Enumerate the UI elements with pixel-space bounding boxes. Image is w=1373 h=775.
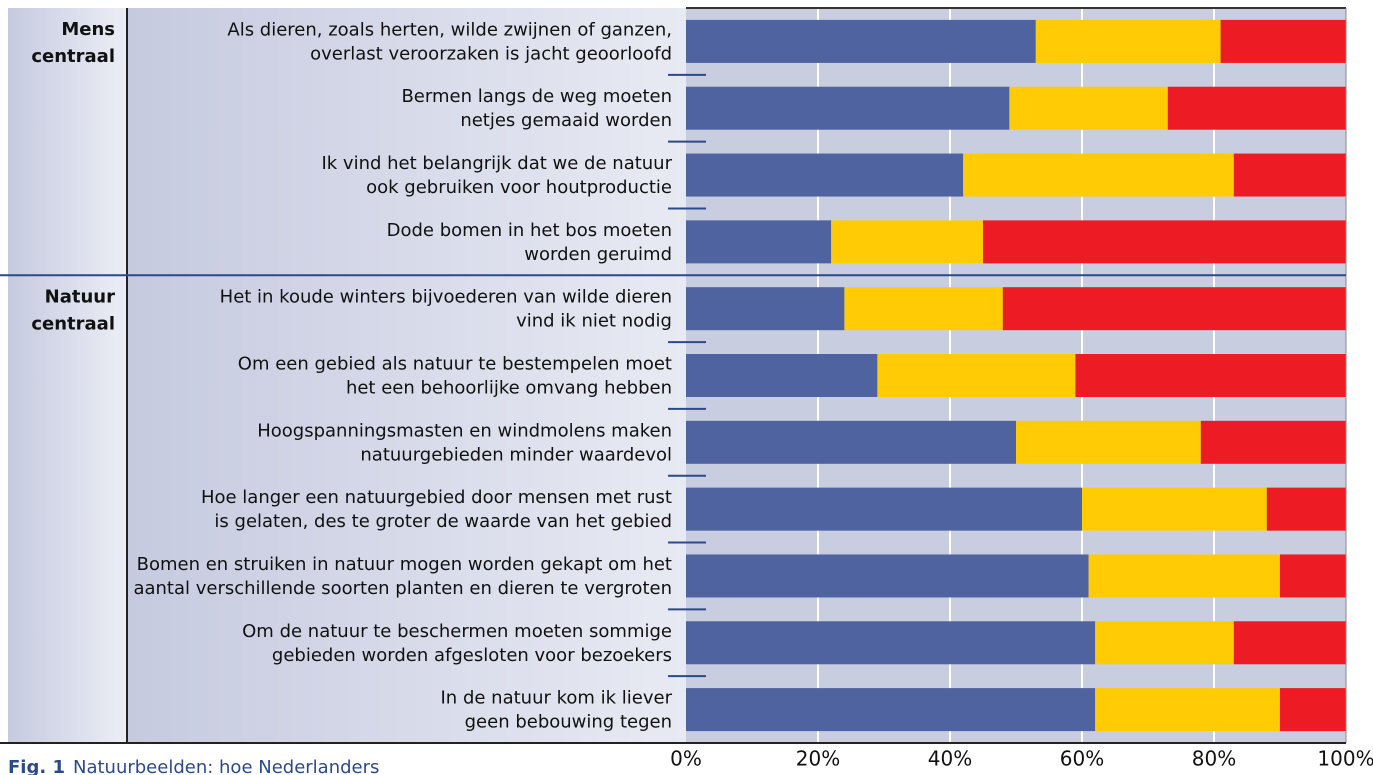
bar-segment xyxy=(686,621,1096,665)
category-label: Hoe langer een natuurgebied door mensen … xyxy=(201,487,672,508)
category-label: Bomen en struiken in natuur mogen worden… xyxy=(137,554,672,575)
bar-segment xyxy=(1280,554,1346,598)
category-label: aantal verschillende soorten planten en … xyxy=(133,578,672,599)
category-label: Om de natuur te beschermen moeten sommig… xyxy=(242,621,672,642)
category-label: Dode bomen in het bos moeten xyxy=(387,220,672,241)
category-label: overlast veroorzaken is jacht geoorloofd xyxy=(310,43,672,64)
category-label: vind ik niet nodig xyxy=(516,311,672,332)
label-column xyxy=(127,8,686,743)
x-tick-label: 40% xyxy=(928,747,972,771)
category-label: gebieden worden afgesloten voor bezoeker… xyxy=(272,645,672,666)
x-tick-label: 100% xyxy=(1317,747,1373,771)
bar-segment xyxy=(1167,86,1346,130)
x-tick-label: 20% xyxy=(796,747,840,771)
x-tick-label: 0% xyxy=(670,747,702,771)
bar-segment xyxy=(1095,688,1280,732)
bar-segment xyxy=(686,86,1010,130)
bar-segment xyxy=(686,220,832,264)
category-label: Ik vind het belangrijk dat we de natuur xyxy=(321,153,672,174)
caption-number: Fig. 1 xyxy=(8,757,65,775)
bar-segment xyxy=(1233,153,1346,197)
bar-segment xyxy=(963,153,1234,197)
bar-segment xyxy=(844,287,1003,331)
category-label: Hoogspanningsmasten en windmolens maken xyxy=(257,420,672,441)
category-label: Om een gebied als natuur te bestempelen … xyxy=(238,354,672,375)
group-label: Mens xyxy=(61,19,115,40)
group-label: Natuur xyxy=(45,286,115,307)
bar-segment xyxy=(1075,354,1346,397)
bar-segment xyxy=(686,354,878,397)
category-label: is gelaten, des te groter de waarde van … xyxy=(214,511,672,532)
caption-text: Natuurbeelden: hoe Nederlanders xyxy=(73,757,379,775)
category-label: Als dieren, zoals herten, wilde zwijnen … xyxy=(227,19,672,40)
bar-segment xyxy=(1233,621,1346,665)
bar-segment xyxy=(877,354,1076,397)
bar-segment xyxy=(686,153,964,197)
bar-segment xyxy=(831,220,983,264)
group-column xyxy=(8,8,127,743)
bar-segment xyxy=(686,19,1036,63)
bar-segment xyxy=(686,688,1096,732)
bar-segment xyxy=(1082,487,1267,531)
bar-segment xyxy=(1035,19,1221,63)
category-label: geen bebouwing tegen xyxy=(465,712,672,733)
category-label: Bermen langs de weg moeten xyxy=(401,86,672,107)
bar-segment xyxy=(686,554,1089,598)
x-tick-label: 80% xyxy=(1192,747,1236,771)
bar-segment xyxy=(1266,487,1346,531)
x-tick-label: 60% xyxy=(1060,747,1104,771)
bar-segment xyxy=(1016,420,1201,464)
bar-segment xyxy=(1009,86,1168,130)
category-label: natuurgebieden minder waardevol xyxy=(360,444,672,465)
bar-segment xyxy=(983,220,1346,264)
bar-segment xyxy=(1280,688,1346,732)
bar-segment xyxy=(1095,621,1234,665)
bar-segment xyxy=(1002,287,1346,331)
category-label: Het in koude winters bijvoederen van wil… xyxy=(220,287,672,308)
bar-segment xyxy=(1200,420,1346,464)
category-label: het een behoorlijke omvang hebben xyxy=(346,378,672,399)
category-label: netjes gemaaid worden xyxy=(460,110,672,131)
bar-segment xyxy=(686,420,1016,464)
bar-segment xyxy=(1220,19,1346,63)
group-label: centraal xyxy=(31,313,115,334)
group-label: centraal xyxy=(31,46,115,67)
bar-segment xyxy=(686,287,845,331)
category-label: ook gebruiken voor houtproductie xyxy=(366,177,672,198)
bar-segment xyxy=(1088,554,1280,598)
category-label: In de natuur kom ik liever xyxy=(441,688,673,709)
category-label: worden geruimd xyxy=(524,244,672,265)
caption: Fig. 1 Natuurbeelden: hoe Nederlanders xyxy=(8,757,379,775)
bar-segment xyxy=(686,487,1082,531)
